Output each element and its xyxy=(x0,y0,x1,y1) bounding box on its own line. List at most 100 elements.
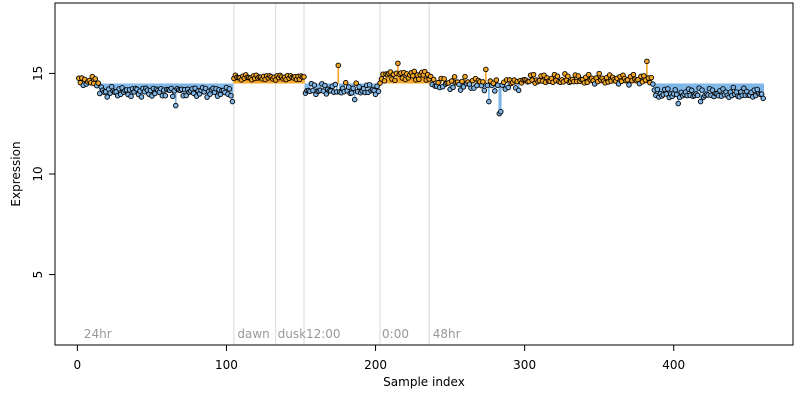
data-point xyxy=(495,82,501,89)
data-point xyxy=(435,79,441,86)
phase-label: 24hr xyxy=(84,327,112,341)
x-tick-label: 100 xyxy=(215,358,238,372)
data-point xyxy=(626,82,632,88)
data-point xyxy=(596,70,602,77)
data-point xyxy=(226,86,233,92)
data-point xyxy=(345,84,352,90)
data-point xyxy=(480,79,486,85)
data-point xyxy=(490,80,497,87)
data-point xyxy=(183,92,189,99)
data-point xyxy=(173,102,179,109)
data-point xyxy=(104,94,110,100)
data-point xyxy=(530,71,537,78)
phase-label: 0:00 xyxy=(382,327,409,341)
data-point xyxy=(351,96,358,103)
data-point xyxy=(709,87,716,93)
data-point xyxy=(229,98,236,105)
data-point xyxy=(448,78,455,84)
data-point xyxy=(486,98,492,105)
data-point xyxy=(575,73,582,79)
data-point xyxy=(381,78,388,84)
data-point xyxy=(699,87,705,93)
data-point xyxy=(697,98,704,105)
data-point xyxy=(170,93,176,100)
data-point xyxy=(483,66,489,73)
data-point xyxy=(207,91,213,97)
data-point xyxy=(741,85,747,92)
data-point xyxy=(416,76,422,82)
x-tick-label: 200 xyxy=(364,358,387,372)
data-point xyxy=(585,71,592,78)
data-point xyxy=(462,73,468,80)
data-point xyxy=(301,74,307,80)
data-point xyxy=(430,76,437,83)
data-point xyxy=(451,74,458,80)
data-point xyxy=(128,93,134,100)
phase-dividers xyxy=(233,3,430,345)
data-point xyxy=(356,84,362,90)
y-axis: 5 10 15 xyxy=(31,66,56,279)
data-points xyxy=(76,58,766,117)
data-point xyxy=(228,92,234,99)
data-point xyxy=(162,92,169,99)
data-point xyxy=(342,79,349,86)
data-point xyxy=(441,76,447,82)
x-axis-title: Sample index xyxy=(383,375,465,389)
data-point xyxy=(95,80,101,86)
data-point xyxy=(410,73,416,79)
phase-label: 12:00 xyxy=(306,327,341,341)
y-tick-label: 10 xyxy=(31,166,45,181)
data-point xyxy=(565,73,571,79)
data-point xyxy=(554,73,561,79)
plot-frame xyxy=(54,2,794,346)
data-point xyxy=(760,95,766,102)
data-point xyxy=(350,85,356,92)
x-tick-label: 300 xyxy=(513,358,536,372)
y-axis-title: Expression xyxy=(9,141,23,206)
data-point xyxy=(675,100,681,107)
data-point xyxy=(311,82,318,88)
data-point xyxy=(450,84,456,91)
data-point xyxy=(730,84,737,91)
data-point xyxy=(395,60,401,67)
data-point xyxy=(392,77,398,84)
data-point xyxy=(366,82,373,88)
x-tick-label: 400 xyxy=(662,358,685,372)
y-tick-label: 5 xyxy=(31,271,45,279)
x-axis: 0 100 200 300 400 xyxy=(74,344,685,372)
data-point xyxy=(335,62,342,69)
data-point xyxy=(665,86,671,92)
data-point xyxy=(515,87,522,94)
data-point xyxy=(650,81,656,87)
data-point xyxy=(498,108,504,115)
data-point xyxy=(648,74,655,81)
data-point xyxy=(694,92,701,99)
data-point xyxy=(688,87,695,94)
phase-label: 48hr xyxy=(433,327,461,341)
data-point xyxy=(484,82,491,89)
data-point xyxy=(332,81,339,88)
data-point xyxy=(92,76,99,82)
data-point xyxy=(644,58,650,65)
data-point xyxy=(654,86,661,93)
data-point xyxy=(492,88,498,94)
data-point xyxy=(720,86,726,92)
data-point xyxy=(108,83,115,90)
data-point xyxy=(457,87,464,93)
phase-label: dawn xyxy=(237,327,269,341)
x-tick-label: 0 xyxy=(74,358,82,372)
phase-label: dusk xyxy=(278,327,306,341)
phase-labels: 24hr dawn dusk 12:00 0:00 48hr xyxy=(84,327,461,341)
data-point xyxy=(375,88,382,95)
data-point xyxy=(481,87,488,94)
data-point xyxy=(348,90,355,96)
data-point xyxy=(630,71,637,78)
data-point xyxy=(459,78,465,85)
y-tick-label: 15 xyxy=(31,66,45,81)
data-point xyxy=(493,77,500,83)
data-point xyxy=(411,68,418,75)
data-point xyxy=(460,84,467,90)
data-point xyxy=(353,80,359,86)
data-point xyxy=(374,83,380,90)
